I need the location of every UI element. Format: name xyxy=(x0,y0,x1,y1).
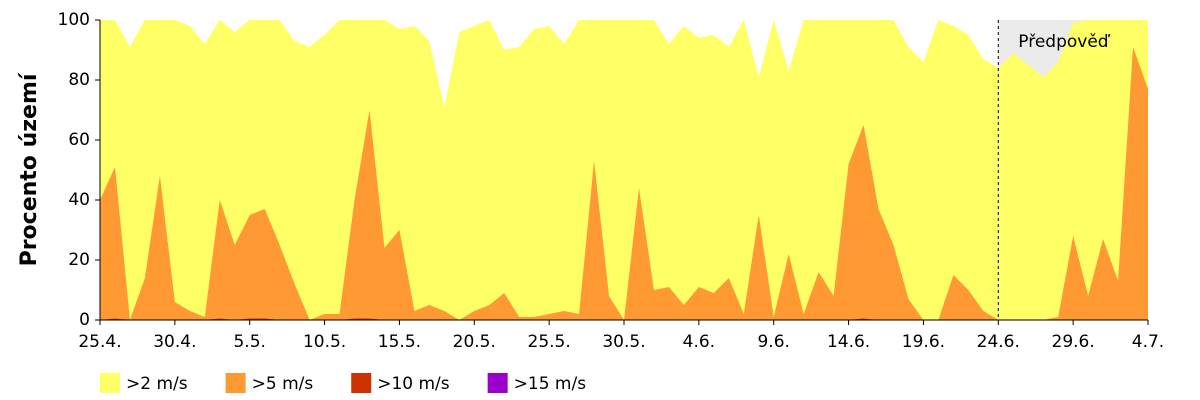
area xyxy=(100,47,1148,320)
legend-swatch xyxy=(351,373,372,393)
y-tick-label: 20 xyxy=(68,250,90,270)
y-tick-label: 0 xyxy=(79,310,90,330)
x-tick-label: 30.4. xyxy=(153,332,196,352)
x-tick-label: 25.4. xyxy=(78,332,121,352)
x-tick-label: 5.5. xyxy=(233,332,265,352)
x-tick-label: 4.6. xyxy=(683,332,715,352)
y-tick-label: 80 xyxy=(68,70,90,90)
x-tick-label: 14.6. xyxy=(827,332,870,352)
x-tick-label: 25.5. xyxy=(528,332,571,352)
legend-swatch xyxy=(487,373,508,393)
y-tick-label: 40 xyxy=(68,190,90,210)
legend-label: >15 m/s xyxy=(514,374,587,394)
x-tick-label: 20.5. xyxy=(453,332,496,352)
y-tick-label: 100 xyxy=(58,10,90,30)
legend-swatch xyxy=(225,373,246,393)
x-tick-label: 30.5. xyxy=(602,332,645,352)
legend-label: >2 m/s xyxy=(126,374,188,394)
legend-swatch xyxy=(100,373,120,393)
x-tick-label: 19.6. xyxy=(902,332,945,352)
x-tick-label: 24.6. xyxy=(977,332,1020,352)
legend-label: >5 m/s xyxy=(252,374,314,394)
legend-label: >10 m/s xyxy=(377,374,450,394)
x-tick-label: 10.5. xyxy=(303,332,346,352)
annotation: Předpověď xyxy=(1018,32,1111,52)
x-tick-label: 4.7. xyxy=(1132,332,1164,352)
x-tick-label: 9.6. xyxy=(757,332,789,352)
x-tick-label: 15.5. xyxy=(378,332,421,352)
y-axis-label: Procento území xyxy=(17,72,42,266)
y-tick-label: 60 xyxy=(68,130,90,150)
x-tick-label: 29.6. xyxy=(1052,332,1095,352)
